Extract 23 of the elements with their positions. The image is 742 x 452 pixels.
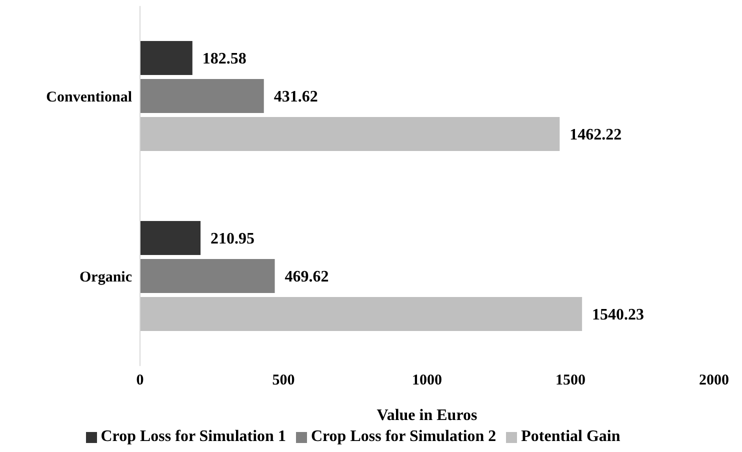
data-label: 1540.23 bbox=[592, 306, 644, 324]
legend-label: Crop Loss for Simulation 2 bbox=[310, 428, 496, 445]
data-label: 469.62 bbox=[284, 268, 329, 286]
x-tick-label: 2000 bbox=[699, 372, 729, 389]
x-tick-label: 0 bbox=[136, 372, 144, 389]
y-tick-label: Organic bbox=[80, 269, 132, 286]
bar bbox=[140, 259, 275, 293]
data-label: 210.95 bbox=[210, 230, 255, 248]
bar bbox=[140, 79, 264, 113]
data-label: 431.62 bbox=[274, 88, 318, 106]
bar bbox=[140, 221, 201, 255]
data-label: 182.58 bbox=[202, 50, 246, 68]
y-tick-label: Conventional bbox=[46, 89, 132, 106]
x-tick-label: 500 bbox=[272, 372, 295, 389]
bar bbox=[140, 117, 560, 151]
x-tick-label: 1000 bbox=[412, 372, 442, 389]
x-tick-label: 1500 bbox=[556, 372, 586, 389]
bar bbox=[140, 297, 582, 331]
bar bbox=[140, 41, 192, 75]
legend-label: Crop Loss for Simulation 1 bbox=[100, 428, 286, 445]
legend-label: Potential Gain bbox=[521, 428, 620, 445]
x-axis-title: Value in Euros bbox=[376, 407, 478, 424]
data-label: 1462.22 bbox=[570, 126, 622, 144]
